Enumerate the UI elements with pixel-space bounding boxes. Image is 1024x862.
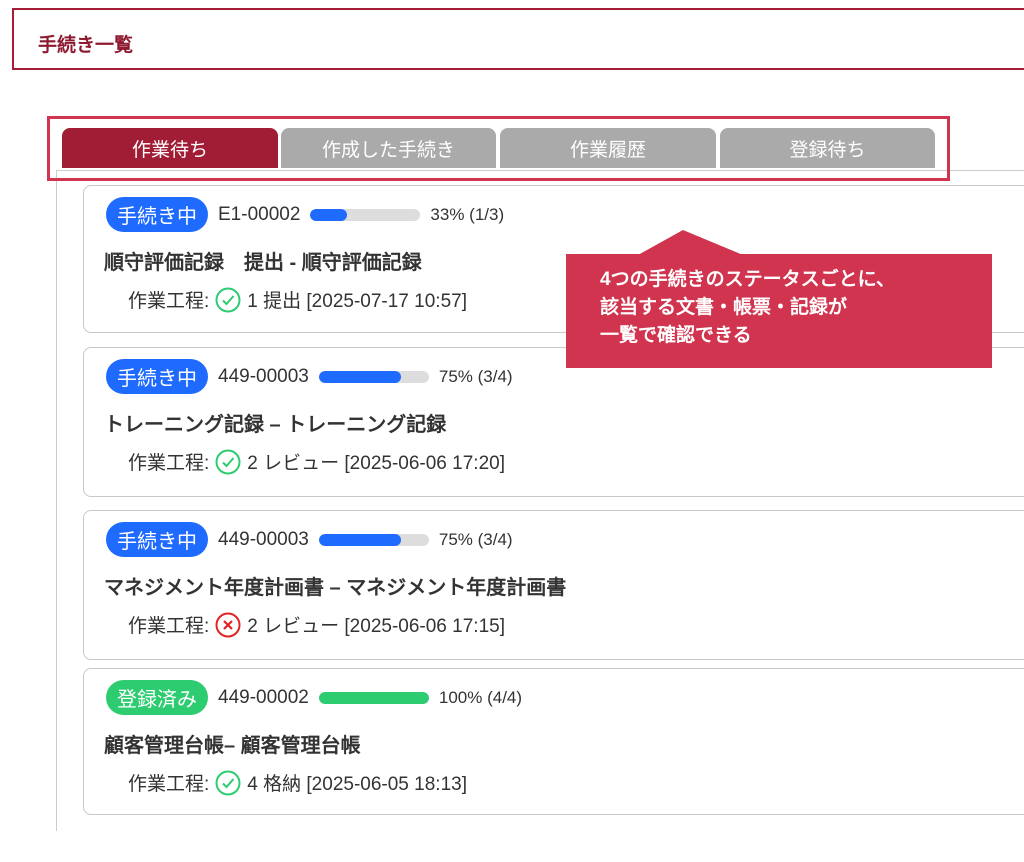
- callout-pointer: [638, 230, 743, 255]
- step-value: 2 レビュー [2025-06-06 17:20]: [247, 453, 505, 474]
- progress-text: 33% (1/3): [430, 204, 505, 224]
- tab-history[interactable]: 作業履歴: [500, 128, 716, 168]
- procedure-card[interactable]: 手続き中 449-00003 75% (3/4) マネジメント年度計画書 – マ…: [83, 510, 1024, 660]
- work-step: 作業工程: 4 格納 [2025-06-05 18:13]: [128, 769, 467, 796]
- card-header-row: 手続き中 E1-00002 33% (1/3): [106, 197, 504, 232]
- step-label: 作業工程:: [128, 774, 210, 795]
- callout-annotation: 4つの手続きのステータスごとに、 該当する文書・帳票・記録が 一覧で確認できる: [566, 254, 992, 368]
- progress-fill: [318, 533, 402, 546]
- progress-fill: [318, 691, 429, 704]
- progress-text: 75% (3/4): [438, 529, 513, 549]
- tab-waiting[interactable]: 作業待ち: [62, 128, 278, 168]
- status-badge: 登録済み: [106, 680, 208, 715]
- work-step: 作業工程: 1 提出 [2025-07-17 10:57]: [128, 286, 467, 313]
- step-label: 作業工程:: [128, 453, 210, 474]
- step-value: 4 格納 [2025-06-05 18:13]: [247, 774, 467, 795]
- progress-bar: [310, 208, 421, 221]
- status-badge: 手続き中: [106, 197, 208, 232]
- tab-pending-registration[interactable]: 登録待ち: [720, 128, 935, 168]
- status-badge: 手続き中: [106, 359, 208, 394]
- step-value: 2 レビュー [2025-06-06 17:15]: [247, 616, 505, 637]
- x-circle-icon: [215, 612, 241, 637]
- progress-fill: [318, 370, 402, 383]
- step-label: 作業工程:: [128, 291, 210, 312]
- callout-line: 該当する文書・帳票・記録が: [600, 297, 848, 318]
- procedure-card[interactable]: 手続き中 449-00003 75% (3/4) トレーニング記録 – トレーニ…: [83, 347, 1024, 497]
- page-header: 手続き一覧: [12, 8, 1024, 70]
- procedure-id: E1-00002: [218, 203, 301, 225]
- procedure-title[interactable]: 順守評価記録 提出 - 順守評価記録: [104, 252, 422, 274]
- callout-line: 一覧で確認できる: [600, 325, 752, 346]
- step-label: 作業工程:: [128, 616, 210, 637]
- progress-fill: [310, 208, 347, 221]
- step-value: 1 提出 [2025-07-17 10:57]: [247, 291, 467, 312]
- progress-text: 75% (3/4): [438, 366, 513, 386]
- progress-bar: [318, 370, 429, 383]
- work-step: 作業工程: 2 レビュー [2025-06-06 17:15]: [128, 611, 505, 638]
- procedure-card[interactable]: 登録済み 449-00002 100% (4/4) 顧客管理台帳– 顧客管理台帳…: [83, 668, 1024, 815]
- procedure-title[interactable]: 顧客管理台帳– 顧客管理台帳: [104, 735, 361, 757]
- work-step: 作業工程: 2 レビュー [2025-06-06 17:20]: [128, 448, 505, 475]
- tab-panel: [56, 170, 1024, 831]
- card-header-row: 手続き中 449-00003 75% (3/4): [106, 522, 513, 557]
- card-header-row: 手続き中 449-00003 75% (3/4): [106, 359, 513, 394]
- page-title: 手続き一覧: [38, 35, 134, 56]
- procedure-id: 449-00003: [218, 365, 309, 387]
- check-circle-icon: [215, 287, 241, 312]
- status-badge: 手続き中: [106, 522, 208, 557]
- progress-bar: [318, 691, 429, 704]
- card-header-row: 登録済み 449-00002 100% (4/4): [106, 680, 522, 715]
- procedure-id: 449-00002: [218, 686, 309, 708]
- procedure-title[interactable]: マネジメント年度計画書 – マネジメント年度計画書: [104, 577, 567, 599]
- progress-text: 100% (4/4): [438, 687, 523, 707]
- check-circle-icon: [215, 770, 241, 795]
- check-circle-icon: [215, 449, 241, 474]
- procedure-title[interactable]: トレーニング記録 – トレーニング記録: [104, 414, 447, 436]
- progress-bar: [318, 533, 429, 546]
- tab-created[interactable]: 作成した手続き: [281, 128, 496, 168]
- callout-line: 4つの手続きのステータスごとに、: [600, 269, 895, 290]
- procedure-id: 449-00003: [218, 528, 309, 550]
